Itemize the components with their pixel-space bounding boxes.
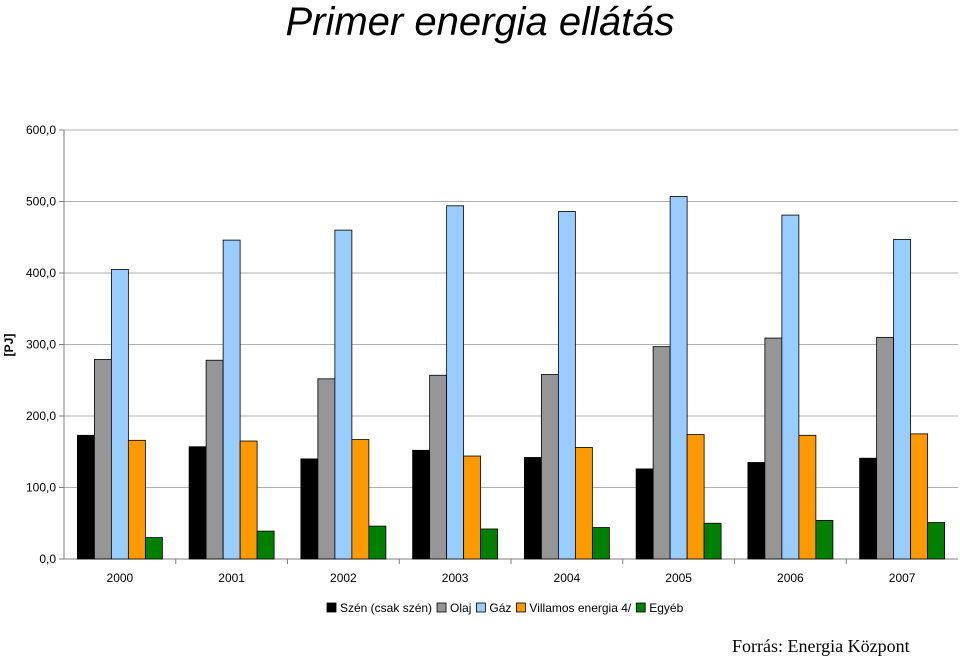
legend-swatch bbox=[436, 602, 447, 613]
bar bbox=[205, 359, 224, 560]
bar bbox=[256, 530, 275, 560]
bar bbox=[781, 214, 800, 560]
bar bbox=[910, 433, 929, 560]
legend: Szén (csak szén) Olaj Gáz Villamos energia … bbox=[322, 600, 684, 616]
bar bbox=[127, 439, 146, 560]
legend-entry: Gáz bbox=[489, 601, 511, 615]
bar bbox=[703, 522, 722, 560]
bar bbox=[557, 211, 576, 560]
legend-swatch bbox=[635, 602, 646, 613]
bar bbox=[523, 457, 542, 560]
x-tick-label: 2003 bbox=[442, 571, 469, 585]
bar bbox=[669, 196, 688, 560]
legend-swatch bbox=[516, 602, 526, 613]
legend-swatch bbox=[326, 602, 337, 613]
y-tick-label: 400,0 bbox=[26, 266, 56, 280]
bar bbox=[764, 337, 783, 560]
bar bbox=[480, 528, 499, 560]
bar bbox=[446, 205, 465, 560]
y-axis-label: [PJ] bbox=[2, 334, 16, 357]
bar bbox=[652, 346, 671, 560]
page-title: Primer energia ellátás bbox=[285, 0, 675, 44]
x-tick-label: 2007 bbox=[889, 571, 916, 585]
bar bbox=[798, 434, 817, 560]
bar bbox=[93, 359, 112, 560]
bar bbox=[747, 462, 766, 560]
bar bbox=[188, 446, 207, 560]
legend-swatch bbox=[475, 602, 486, 613]
bar bbox=[368, 525, 387, 560]
y-tick-label: 200,0 bbox=[26, 409, 56, 423]
bar bbox=[635, 468, 654, 560]
source-note: Forrás: Energia Központ bbox=[732, 636, 910, 656]
bar bbox=[815, 519, 834, 560]
legend-entry: Szén (csak szén) bbox=[340, 601, 432, 615]
bar bbox=[412, 449, 431, 560]
bar bbox=[859, 457, 878, 560]
x-tick-label: 2001 bbox=[218, 571, 245, 585]
bar bbox=[239, 440, 258, 560]
y-tick-labels: 0,0 100,0 200,0 300,0 400,0 500,0 600,0 bbox=[26, 123, 56, 566]
y-tick-label: 300,0 bbox=[26, 338, 56, 352]
y-tick-label: 500,0 bbox=[26, 195, 56, 209]
legend-entry: Villamos energia 4/ bbox=[529, 601, 632, 615]
bar bbox=[591, 527, 610, 560]
x-tick-labels: 2000 2001 2002 2003 2004 2005 2006 2007 bbox=[107, 571, 916, 585]
bar bbox=[144, 537, 163, 560]
bar bbox=[574, 447, 593, 560]
y-tick-label: 0,0 bbox=[39, 552, 56, 566]
bar bbox=[893, 238, 912, 560]
bar bbox=[317, 378, 336, 560]
bar bbox=[876, 336, 895, 560]
x-tick-label: 2000 bbox=[107, 571, 134, 585]
y-tick-label: 100,0 bbox=[26, 481, 56, 495]
bar bbox=[429, 374, 448, 560]
bar bbox=[110, 269, 129, 560]
x-tick-label: 2004 bbox=[554, 571, 581, 585]
legend-entry: Olaj bbox=[450, 601, 471, 615]
bar bbox=[300, 458, 319, 560]
x-tick-label: 2005 bbox=[665, 571, 692, 585]
bar bbox=[686, 434, 705, 560]
bars bbox=[76, 196, 946, 560]
y-tick-label: 600,0 bbox=[26, 123, 56, 137]
bar bbox=[222, 239, 241, 560]
bar bbox=[463, 455, 482, 560]
bar bbox=[76, 434, 95, 560]
bar bbox=[334, 229, 353, 560]
grid-lines bbox=[64, 129, 958, 488]
x-tick-label: 2006 bbox=[777, 571, 804, 585]
bar bbox=[927, 522, 946, 560]
x-tick-label: 2002 bbox=[330, 571, 357, 585]
bar bbox=[540, 374, 559, 560]
bar bbox=[351, 439, 370, 560]
legend-entry: Egyéb bbox=[649, 601, 683, 615]
